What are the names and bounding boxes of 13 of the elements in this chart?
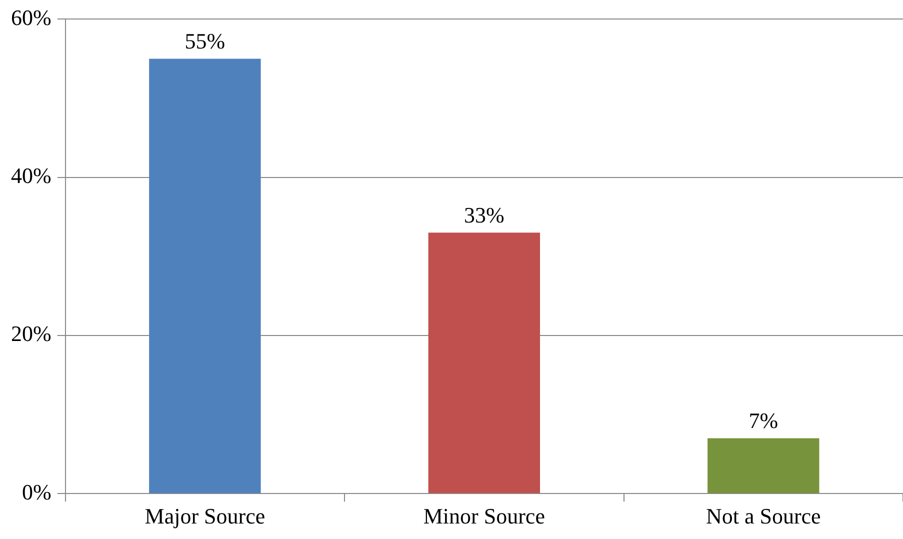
bar [428,232,540,494]
data-label: 33% [464,202,504,228]
y-tick-label: 60% [11,4,52,30]
bar [708,438,820,494]
data-label: 55% [184,28,226,54]
x-tick-label: Minor Source [423,504,545,529]
x-tick-label: Not a Source [706,504,821,529]
y-tick-label: 20% [11,321,52,346]
data-label: 7% [748,408,778,434]
bar [149,58,261,494]
x-tick-label: Major Source [144,504,266,529]
y-tick-label: 0% [22,479,52,504]
y-tick-label: 40% [11,163,52,188]
